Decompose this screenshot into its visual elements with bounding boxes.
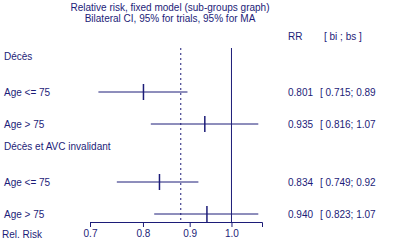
plot-area — [98, 48, 258, 222]
tick-mark — [90, 222, 91, 227]
row-label: Age <= 75 — [4, 177, 51, 188]
row-label: Age > 75 — [4, 119, 45, 130]
column-header: RR — [288, 31, 302, 42]
axis-line — [91, 223, 263, 228]
ci-label: [ 0.715; 0.89 — [320, 87, 376, 98]
axis-title: Rel. Risk — [2, 229, 43, 240]
ci-line — [117, 182, 199, 183]
title: Relative risk, fixed model (sub-groups g… — [71, 2, 270, 13]
rr-label: 0.834 — [288, 177, 313, 188]
row-label: Age > 75 — [4, 209, 45, 220]
rr-marker — [159, 174, 161, 190]
rr-label: 0.940 — [288, 209, 313, 220]
row-label: Age <= 75 — [4, 87, 51, 98]
tick-label: 0.8 — [137, 228, 151, 239]
group-label: Décès et AVC invalidant — [4, 141, 111, 152]
tick-mark — [231, 222, 232, 227]
tick: 0.8 — [137, 222, 151, 239]
tick: 1.0 — [225, 222, 239, 239]
tick: 0.9 — [183, 222, 197, 239]
tick-label: 0.7 — [84, 228, 98, 239]
group-label: Décès — [4, 51, 32, 62]
null-line — [231, 48, 232, 222]
reference-line — [180, 48, 181, 222]
tick-mark — [143, 222, 144, 227]
chart: Relative risk, fixed model (sub-groups g… — [0, 0, 393, 248]
rr-label: 0.801 — [288, 87, 313, 98]
tick-label: 1.0 — [225, 228, 239, 239]
ci-label: [ 0.823; 1.07 — [320, 209, 376, 220]
tick-label: 0.9 — [183, 228, 197, 239]
rr-marker — [143, 84, 145, 100]
x-axis: 0.7 0.8 0.9 1.0 — [84, 222, 263, 239]
rr-label: 0.935 — [288, 119, 313, 130]
ci-label: [ 0.816; 1.07 — [320, 119, 376, 130]
tick: 0.7 — [84, 222, 98, 239]
column-header: [ bi ; bs ] — [324, 31, 362, 42]
rr-marker — [204, 116, 206, 132]
subtitle: Bilateral CI, 95% for trials, 95% for MA — [85, 13, 256, 24]
rr-marker — [206, 206, 208, 222]
ci-label: [ 0.749; 0.92 — [320, 177, 376, 188]
tick-mark — [190, 222, 191, 227]
